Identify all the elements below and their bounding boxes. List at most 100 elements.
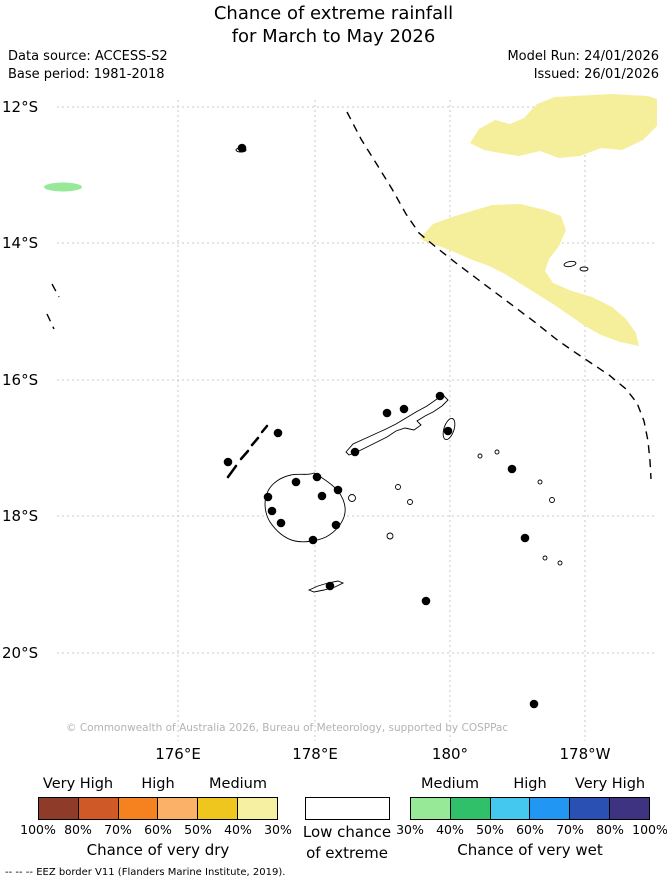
station-dot — [317, 491, 327, 501]
station-dot — [435, 391, 445, 401]
legend-wet-category-high: High — [513, 776, 547, 792]
base-period-label: Base period: 1981-2018 — [8, 67, 165, 82]
island-small — [549, 497, 555, 503]
header-right: Model Run: 24/01/2026 Issued: 26/01/2026 — [507, 48, 659, 84]
island-vanua-levu — [345, 395, 449, 456]
issued-label: Issued: 26/01/2026 — [533, 67, 659, 82]
dry-shading-area — [470, 94, 657, 158]
legend-color-cell — [237, 798, 277, 819]
station-dot — [350, 447, 360, 457]
legend-dry-colorbar: 100% 80% 70% 60% 50% 40% 30% — [20, 797, 292, 837]
legend-low-chance-label: Low chance of extreme — [287, 822, 407, 864]
legend-percent-label: 30% — [396, 822, 424, 837]
data-source-label: Data source: ACCESS-S2 — [8, 49, 168, 64]
island-small — [386, 532, 394, 540]
gridlines — [57, 100, 657, 741]
legend-color-cell — [609, 798, 649, 819]
legend-color-cell — [569, 798, 610, 819]
station-dot — [507, 464, 517, 474]
legend-dry-cells — [38, 797, 278, 820]
legend-low-line-1: Low chance — [302, 823, 392, 841]
legend-wet-category-very-high: Very High — [574, 776, 646, 792]
legend-dry-ticks: 100% 80% 70% 60% 50% 40% 30% — [20, 822, 292, 837]
island-small — [579, 266, 589, 272]
model-run-label: Model Run: 24/01/2026 — [507, 49, 659, 64]
legend-percent-label: 30% — [264, 822, 292, 837]
island-yasawa-chain — [226, 424, 269, 479]
legend-percent-label: 80% — [64, 822, 92, 837]
legend-color-cell — [529, 798, 570, 819]
island-small — [557, 560, 563, 566]
legend-color-cell — [489, 798, 530, 819]
legend-color-cell — [77, 798, 118, 819]
dry-shading-area — [420, 204, 639, 346]
station-dot — [312, 472, 322, 482]
title-line-2: for March to May 2026 — [231, 26, 436, 47]
station-dot — [308, 535, 318, 545]
legend-low-line-2: of extreme — [306, 844, 388, 862]
lon-tick-178w: 178°W — [559, 745, 611, 763]
station-dot — [276, 518, 286, 528]
title-line-1: Chance of extreme rainfall — [213, 3, 454, 24]
legend-wet-caption: Chance of very wet — [457, 841, 603, 859]
legend-dry-category-very-high: Very High — [42, 776, 114, 792]
eez-border-line — [46, 111, 652, 480]
lon-tick-176e: 176°E — [155, 745, 201, 763]
island-viti-levu — [264, 472, 346, 543]
legend-percent-label: 80% — [596, 822, 624, 837]
legend-color-cell — [117, 798, 158, 819]
island-small — [537, 479, 543, 485]
island-small — [542, 555, 548, 561]
header-left: Data source: ACCESS-S2 Base period: 1981… — [8, 48, 168, 84]
shading-areas — [44, 94, 657, 346]
legend-percent-label: 100% — [20, 822, 56, 837]
legend-low-chance-box — [305, 797, 390, 820]
station-dot — [263, 492, 273, 502]
island-small — [477, 453, 483, 459]
lat-tick-12s: 12°S — [2, 98, 39, 116]
station-dot — [529, 699, 539, 709]
lat-tick-18s: 18°S — [2, 507, 39, 525]
legend-color-cell — [411, 798, 450, 819]
legend-color-cell — [157, 798, 198, 819]
eez-dash-sample: -- -- -- — [5, 867, 34, 878]
legend-wet-category-medium: Medium — [421, 776, 479, 792]
islands — [226, 147, 589, 593]
island-small — [348, 494, 356, 502]
legend-percent-label: 40% — [224, 822, 252, 837]
legend-wet-colorbar: 30% 40% 50% 60% 70% 80% 100% — [396, 797, 667, 837]
legend-percent-label: 60% — [516, 822, 544, 837]
legend-color-cell — [449, 798, 490, 819]
copyright-note: © Commonwealth of Australia 2026, Bureau… — [66, 722, 509, 734]
station-dot — [520, 533, 530, 543]
legend-percent-label: 70% — [556, 822, 584, 837]
station-dot — [223, 457, 233, 467]
legend-percent-label: 40% — [436, 822, 464, 837]
island-small — [395, 484, 401, 490]
station-dot — [273, 428, 283, 438]
lat-tick-16s: 16°S — [2, 371, 39, 389]
station-dot — [325, 581, 335, 591]
station-dot — [382, 408, 392, 418]
legend-dry-caption: Chance of very dry — [86, 841, 230, 859]
lon-tick-180: 180° — [431, 745, 469, 763]
station-dot — [291, 477, 301, 487]
island-small — [563, 260, 577, 268]
station-dot — [333, 485, 343, 495]
island-small — [407, 499, 413, 505]
station-dots — [223, 143, 539, 709]
legend-wet-ticks: 30% 40% 50% 60% 70% 80% 100% — [396, 822, 667, 837]
eez-footnote: -- -- -- EEZ border V11 (Flanders Marine… — [5, 867, 285, 878]
page-title: Chance of extreme rainfall for March to … — [0, 2, 667, 48]
legend-dry-category-high: High — [141, 776, 175, 792]
station-dot — [237, 143, 247, 153]
station-dot — [267, 506, 277, 516]
legend-percent-label: 100% — [632, 822, 667, 837]
legend-dry-category-medium: Medium — [209, 776, 267, 792]
station-dot — [421, 596, 431, 606]
station-dot — [399, 404, 409, 414]
wet-shading-area — [44, 182, 82, 192]
station-dot — [443, 426, 453, 436]
